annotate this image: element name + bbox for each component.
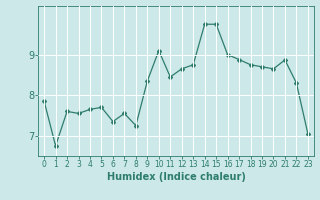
X-axis label: Humidex (Indice chaleur): Humidex (Indice chaleur) bbox=[107, 172, 245, 182]
